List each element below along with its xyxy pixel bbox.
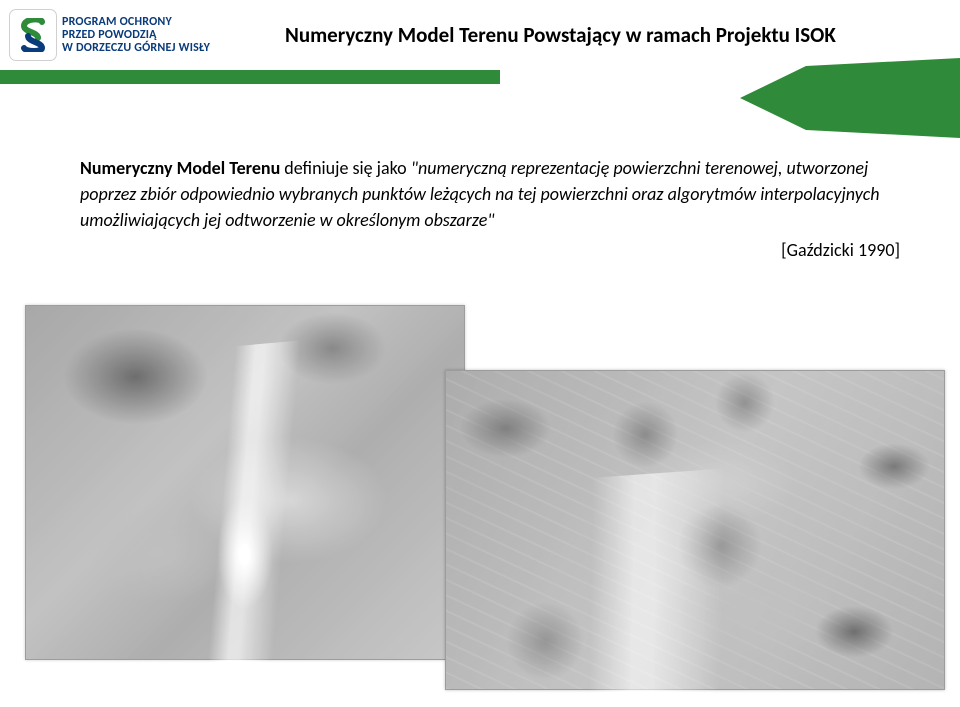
logo-line3: W DORZECZU GÓRNEJ WISŁY: [62, 42, 210, 55]
slide-page: PROGRAM OCHRONY PRZED POWODZIĄ W DORZECZ…: [0, 0, 960, 707]
citation: [Gaździcki 1990]: [80, 237, 900, 263]
logo-s-icon: [10, 10, 56, 60]
decorative-green-bar-left: [0, 70, 500, 84]
decorative-green-swoosh-right: [740, 58, 960, 138]
lead-bold: Numeryczny Model Terenu: [80, 157, 280, 179]
logo-line2: PRZED POWODZIĄ: [62, 29, 210, 42]
dtm-hillshade-image: [25, 305, 465, 660]
program-logo: PROGRAM OCHRONY PRZED POWODZIĄ W DORZECZ…: [10, 10, 210, 60]
page-title: Numeryczny Model Terenu Powstający w ram…: [285, 22, 925, 48]
logo-line1: PROGRAM OCHRONY: [62, 16, 210, 29]
lead-plain: definiuje się jako: [280, 157, 411, 179]
definition-paragraph: Numeryczny Model Terenu definiuje się ja…: [80, 155, 900, 263]
dsm-hillshade-image: [445, 370, 945, 690]
logo-text: PROGRAM OCHRONY PRZED POWODZIĄ W DORZECZ…: [62, 16, 210, 55]
